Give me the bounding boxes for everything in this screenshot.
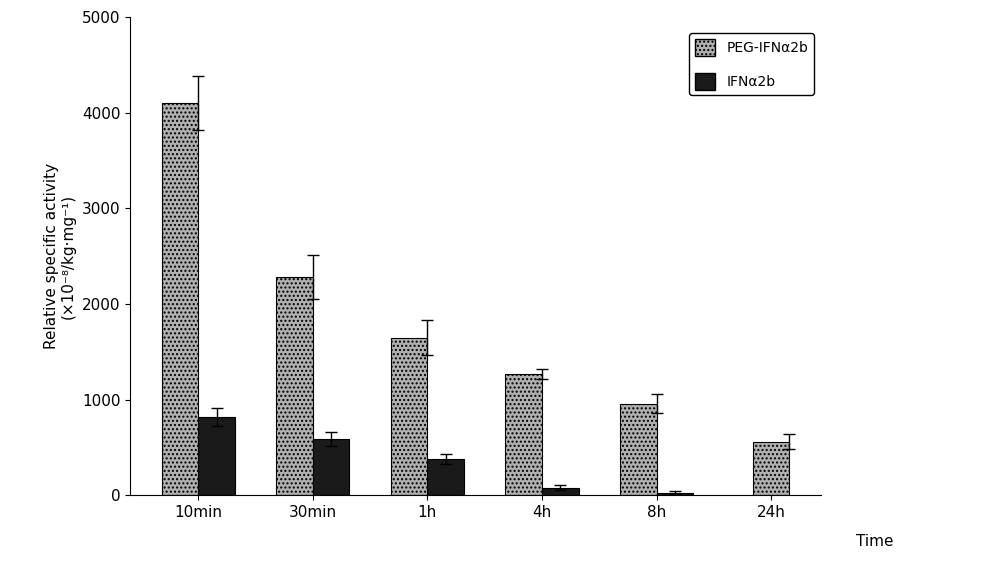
Legend: PEG-IFNα2b, IFNα2b: PEG-IFNα2b, IFNα2b xyxy=(689,33,814,95)
Bar xyxy=(620,404,657,495)
Bar xyxy=(390,337,427,495)
Bar xyxy=(198,417,235,495)
Y-axis label: Relative specific activity
(×10⁻⁸/kg·mg⁻¹): Relative specific activity (×10⁻⁸/kg·mg⁻… xyxy=(44,163,76,349)
Bar xyxy=(427,459,464,495)
Bar xyxy=(542,488,579,495)
Bar xyxy=(657,493,693,495)
Bar xyxy=(506,374,542,495)
Bar xyxy=(312,439,349,495)
Bar xyxy=(753,442,790,495)
Bar xyxy=(161,103,198,495)
Bar xyxy=(276,277,312,495)
Text: Time: Time xyxy=(856,534,893,549)
